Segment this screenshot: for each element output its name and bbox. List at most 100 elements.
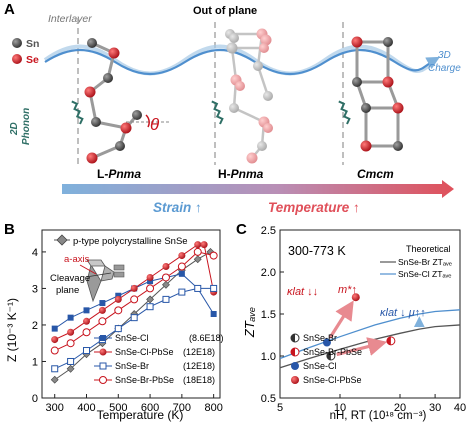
crystal-inset (86, 259, 125, 303)
b-xtick-label: 500 (109, 402, 127, 414)
panel-c-arrows (328, 300, 425, 357)
b-point (50, 375, 59, 384)
phonon-wave-1 (71, 100, 84, 125)
legend-c-2: SnSe-Cl (303, 361, 337, 371)
b-point (51, 325, 58, 332)
phonon-wave-3 (338, 100, 351, 125)
b-point (178, 270, 185, 277)
cmcm-atoms (351, 36, 404, 152)
interlayer-label: Interlayer (48, 13, 92, 25)
b-point (98, 306, 106, 314)
b-point (99, 300, 106, 307)
b-point (146, 273, 154, 281)
b-point (161, 273, 170, 282)
b-point (162, 295, 170, 303)
legend-c-1: SnSe-Br-PbSe (303, 347, 362, 357)
b-ytick-label: 3 (32, 283, 38, 295)
klat-double-down-label: κlat ↓↓ (287, 286, 318, 298)
b-point (177, 262, 186, 271)
legend-c-0: SnSe-Br (303, 333, 337, 343)
cleavage-label-1: Cleavage (50, 273, 90, 284)
c-theory-curve (279, 309, 461, 360)
b-point (146, 303, 154, 311)
panel-c-xlabel: nH, RT (10¹⁸ cm⁻³) (330, 410, 427, 422)
c-ytick-label: 1.0 (261, 351, 276, 363)
c-point (386, 336, 396, 346)
panel-b: B Z (10⁻³ K⁻¹) Temperature (K) 300 400 500… (4, 221, 224, 422)
panel-c-points (322, 293, 396, 361)
legend-b-1-name: SnSe-Cl-PbSe (115, 347, 174, 357)
theory-cl-label: SnSe-Cl ZTₐᵥₑ (398, 269, 451, 279)
b-point (51, 336, 59, 344)
panel-c-legend: SnSe-Br SnSe-Br-PbSe SnSe-Cl SnSe-Cl-PbS… (290, 333, 362, 385)
cleavage-label-2: plane (56, 285, 79, 296)
b-point (162, 280, 170, 289)
b-point (210, 284, 218, 292)
b-point (147, 278, 154, 285)
b-point (146, 295, 154, 304)
b-point (66, 339, 75, 348)
c-shift-arrow (336, 337, 388, 357)
c-xtick-label: 30 (429, 402, 441, 414)
b-point (130, 314, 138, 322)
b-ytick-label: 0 (32, 393, 38, 405)
b-point (67, 314, 74, 321)
klat-mu-label: κlat ↓ μ↑↑ (380, 307, 426, 319)
legend-pp-label: p-type polycrystalline SnSe (73, 236, 188, 247)
b-xtick-label: 800 (204, 402, 222, 414)
legend-b-0-name: SnSe-Cl (115, 333, 149, 343)
b-xtick-label: 600 (141, 402, 159, 414)
b-point (194, 284, 202, 292)
b-point (51, 365, 59, 373)
phonon-2d-label: 2D (9, 122, 20, 136)
b-point (67, 328, 75, 336)
b-point (162, 263, 170, 271)
b-xtick-label: 700 (173, 402, 191, 414)
b-point (194, 241, 202, 249)
b-point (82, 328, 91, 337)
legend-c-3-marker (291, 376, 299, 384)
b-point (67, 357, 75, 365)
c-ytick-label: 2.5 (261, 225, 276, 237)
legend-b-2-note: (12E18) (183, 361, 215, 371)
charge-wave-shadow (43, 44, 433, 76)
se-legend-marker (12, 54, 22, 64)
b-point (209, 251, 218, 260)
theta-label: θ (150, 115, 160, 134)
b-point (178, 252, 186, 260)
b-point (130, 284, 138, 292)
legend-b-0-note: (8.6E18) (189, 333, 224, 343)
panel-c: C ZTₐᵥₑ nH, RT (10¹⁸ cm⁻³) 5 10 20 30 40 0.5 1… (236, 221, 466, 422)
b-point (178, 288, 186, 296)
legend-pp-marker (56, 234, 68, 246)
b-point (83, 307, 90, 314)
c-point (322, 338, 331, 347)
b-point (50, 346, 59, 355)
c-ytick-label: 0.5 (261, 393, 276, 405)
cleavage-pointer (85, 272, 112, 278)
charge-wave (44, 49, 440, 75)
b-point (83, 317, 90, 325)
sn-legend-marker (12, 38, 22, 48)
phase-cmcm: Cmcm (357, 167, 394, 181)
c-xtick-label: 40 (454, 402, 466, 414)
b-ytick-label: 2 (32, 320, 38, 332)
m-star-label: m*↑ (338, 284, 357, 296)
c-ytick-label: 2.0 (261, 267, 276, 279)
c-theory-curve (279, 324, 461, 369)
b-point (115, 292, 122, 299)
panel-c-curves (279, 309, 461, 369)
theory-br-label: SnSe-Br ZTₐᵥₑ (398, 257, 452, 267)
c-point (326, 351, 336, 361)
l-pnma-structure (88, 41, 139, 160)
c-xtick-label: 5 (277, 402, 283, 414)
a-axis-arrow (79, 264, 97, 275)
theory-title: Theoretical (406, 244, 451, 254)
b-xtick-label: 300 (46, 402, 64, 414)
panel-a: A Out of plane Interlayer Sn Se 3D Charg… (4, 1, 461, 215)
panel-b-ylabel: Z (10⁻³ K⁻¹) (5, 298, 19, 362)
b-point (200, 241, 208, 249)
legend-b-3-note: (18E18) (183, 375, 215, 385)
panel-b-letter: B (4, 221, 15, 238)
